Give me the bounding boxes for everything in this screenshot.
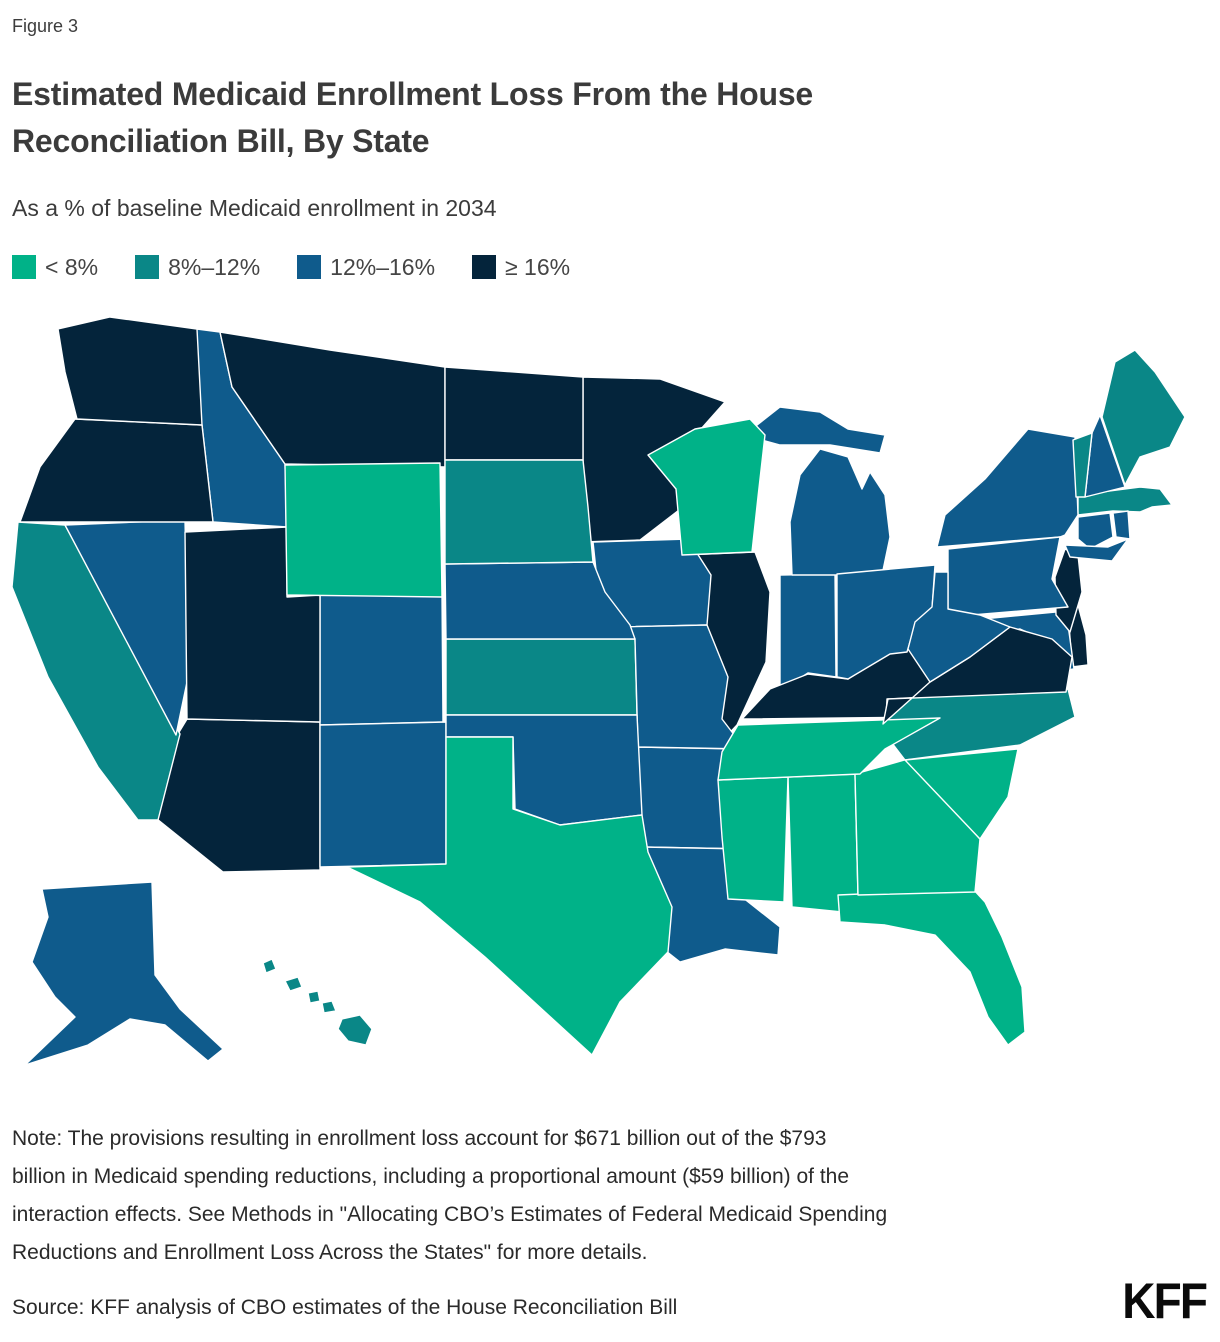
legend-item: 12%–16% (297, 254, 435, 281)
state-HI: Hawaii: 8%–12% (262, 958, 277, 974)
legend-label: 8%–12% (168, 253, 261, 280)
state-FL: Florida: < 8% (837, 888, 1026, 1046)
state-NM: New Mexico: 12%–16% (319, 721, 447, 868)
legend-item: < 8% (12, 254, 98, 281)
legend-item: ≥ 16% (472, 254, 570, 281)
state-MI: Michigan: 12%–16% (789, 448, 891, 576)
us-choropleth-map: Alabama: < 8%Alaska: 12%–16%Arizona: ≥ 1… (0, 310, 1220, 1080)
legend: < 8% 8%–12% 12%–16% ≥ 16% (12, 252, 1220, 282)
state-GA: Georgia: < 8% (854, 758, 981, 896)
state-HI: Hawaii: 8%–12% (321, 1000, 337, 1014)
state-MS: Mississippi: < 8% (717, 776, 789, 903)
legend-label: 12%–16% (330, 253, 436, 280)
state-TX: Texas: < 8% (346, 736, 673, 1056)
legend-swatch (12, 255, 36, 279)
state-AK: Alaska: 12%–16% (24, 881, 224, 1066)
state-WV: West Virginia: 12%–16% (907, 571, 1011, 683)
state-MA: Massachusetts: 8%–12% (1077, 486, 1173, 516)
state-NY: New York: 12%–16% (936, 428, 1079, 548)
state-WA: Washington: ≥ 16% (57, 316, 203, 426)
figure-label: Figure 3 (12, 16, 79, 36)
note-text: Note: The provisions resulting in enroll… (12, 1127, 888, 1264)
state-SC: South Carolina: < 8% (904, 748, 1019, 840)
state-OR: Oregon: ≥ 16% (19, 418, 214, 523)
source-text: Source: KFF analysis of CBO estimates of… (12, 1296, 678, 1319)
state-KS: Kansas: 8%–12% (445, 638, 638, 716)
state-TN: Tennessee: < 8% (717, 717, 941, 781)
state-WY: Wyoming: < 8% (284, 462, 443, 598)
legend-swatch (135, 255, 160, 279)
state-ND: North Dakota: ≥ 16% (444, 366, 584, 461)
state-RI: Rhode Island: 12%–16% (1112, 510, 1131, 540)
state-HI: Hawaii: 8%–12% (307, 990, 321, 1004)
legend-label: ≥ 16% (505, 253, 571, 280)
state-CO: Colorado: 12%–16% (319, 594, 444, 726)
state-MI: Michigan: 12%–16% (751, 406, 886, 454)
us-map: Alabama: < 8%Alaska: 12%–16%Arizona: ≥ 1… (11, 316, 1185, 1066)
state-HI: Hawaii: 8%–12% (337, 1014, 373, 1046)
source-row: Source: KFF analysis of CBO estimates of… (12, 1273, 1208, 1329)
state-SD: South Dakota: 8%–12% (444, 459, 594, 565)
legend-swatch (297, 255, 322, 279)
state-HI: Hawaii: 8%–12% (284, 976, 303, 992)
chart-subtitle: As a % of baseline Medicaid enrollment i… (12, 195, 497, 221)
state-PA: Pennsylvania: 12%–16% (947, 536, 1069, 618)
kff-logo: KFF (1122, 1273, 1208, 1329)
legend-label: < 8% (45, 253, 99, 280)
chart-title: Estimated Medicaid Enrollment Loss From … (12, 76, 814, 159)
state-ME: Maine: 8%–12% (1101, 349, 1185, 486)
legend-swatch (472, 255, 497, 279)
state-VT: Vermont: 8%–12% (1072, 432, 1093, 498)
state-CT: Connecticut: 12%–16% (1077, 512, 1114, 550)
state-NJ: New Jersey: ≥ 16% (1054, 548, 1083, 633)
legend-item: 8%–12% (135, 254, 260, 281)
state-WI: Wisconsin: < 8% (647, 418, 766, 556)
state-AL: Alabama: < 8% (787, 773, 859, 913)
state-NY: New York: 12%–16% (1064, 538, 1129, 562)
